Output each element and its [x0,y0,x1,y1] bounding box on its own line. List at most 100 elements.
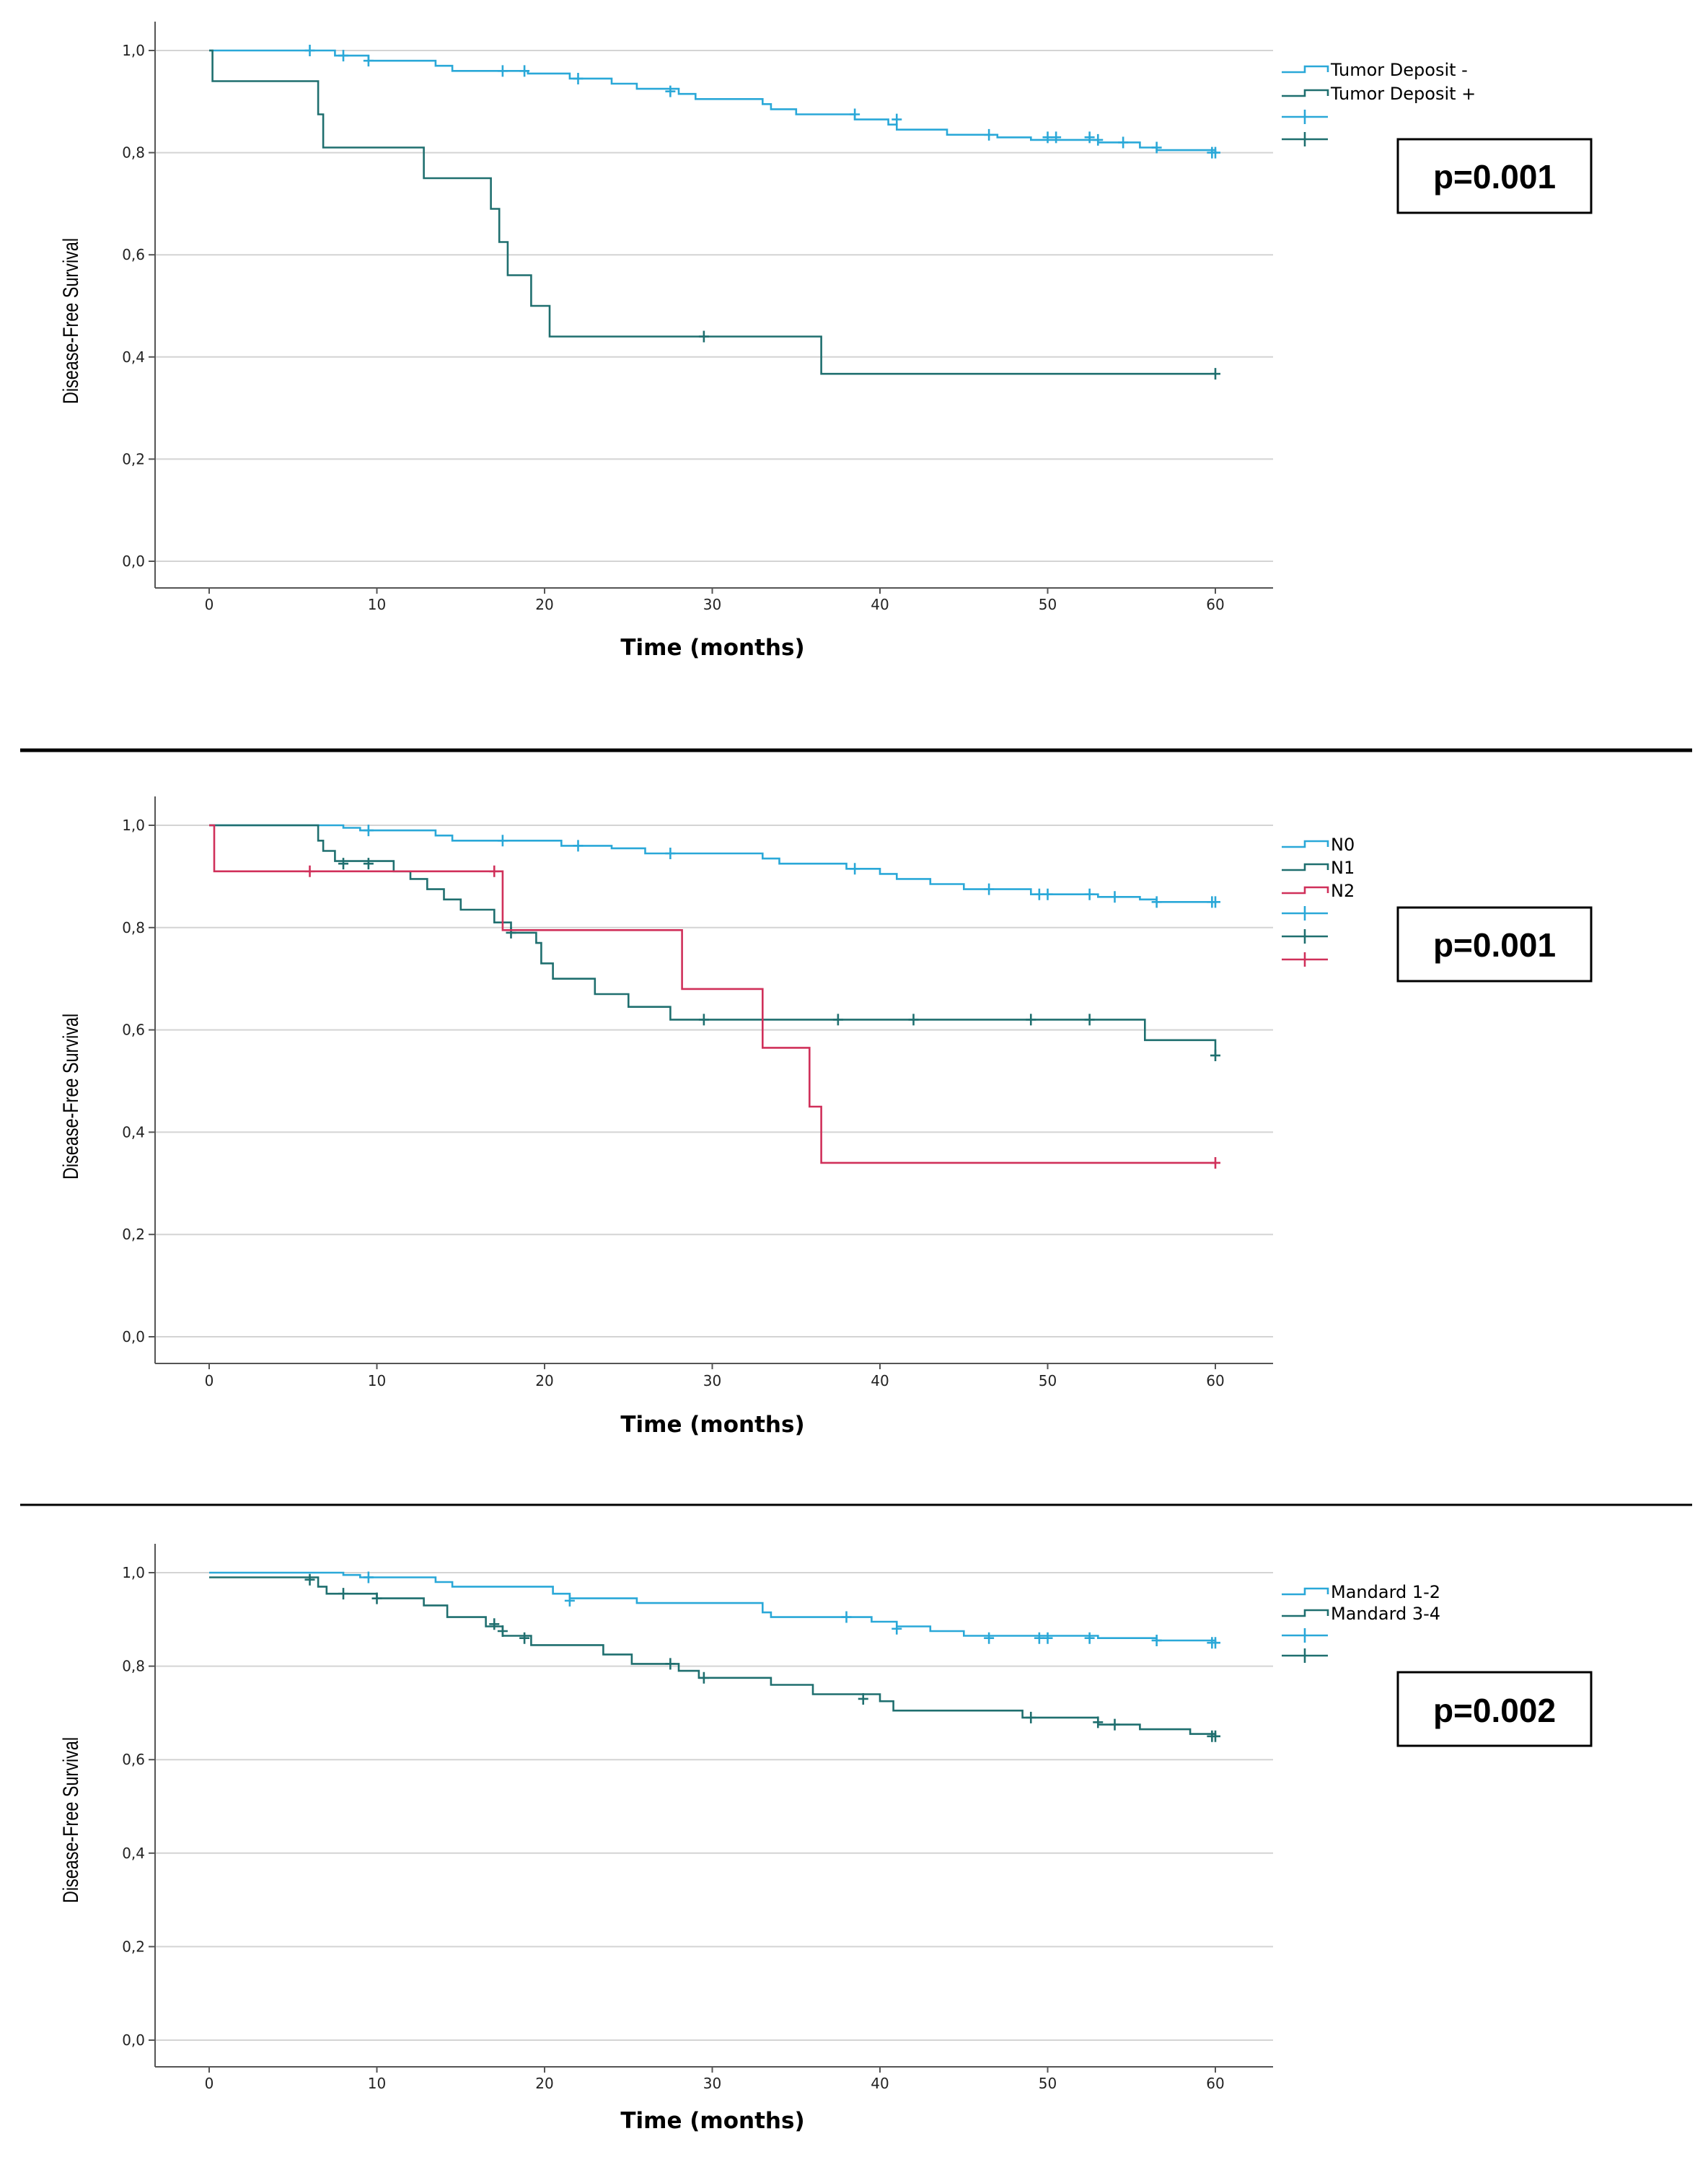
legend-censor-n0 [1282,906,1328,921]
series-line-mandard-1-2 [209,1571,1217,1643]
legend: Tumor Deposit - Tumor Deposit + [1282,60,1476,146]
censor-mark [338,858,348,870]
legend-symbol-n2 [1282,886,1329,895]
p-value: p=0.002 [1433,1692,1556,1729]
legend-symbol-n0 [1282,840,1329,848]
censor-mark [1026,1711,1036,1723]
censor-mark [304,865,315,877]
x-tick-label: 20 [535,2075,553,2092]
y-tick-label: 0,4 [122,1123,145,1141]
legend-symbol-tumor-deposit-pos [1282,89,1329,97]
p-value-box: p=0.001 [1396,138,1593,214]
censor-mark [858,1692,868,1705]
legend-symbol-mandard-3-4 [1282,1609,1329,1617]
x-tick-label: 20 [535,596,553,613]
censor-mark [573,72,584,84]
legend-censor-tumor-deposit-pos [1282,132,1328,146]
censor-mark [1210,1637,1220,1649]
censor-mark [1051,131,1062,144]
x-tick-label: 0 [205,1372,214,1389]
censor-mark [363,1571,374,1583]
legend-label-tumor-deposit-neg: Tumor Deposit - [1330,60,1468,80]
y-tick-label: 0,8 [122,144,145,162]
legend-censor-n2 [1282,952,1328,967]
y-tick-label: 0,0 [122,1328,145,1345]
y-tick-label: 0,4 [122,1845,145,1862]
km-chart-tumor-deposit: 0,0 0,2 0,4 0,6 0,8 1,0 0 10 20 30 40 50 60 Time (mo… [58,22,1593,661]
censor-mark [1151,1634,1162,1646]
y-tick-label: 0,2 [122,1938,145,1955]
censor-mark [665,1658,676,1670]
x-tick-label: 60 [1206,596,1224,613]
x-axis-label: Time (months) [620,1412,804,1438]
x-tick-label: 50 [1039,596,1057,613]
x-axis-label: Time (months) [620,635,804,661]
censor-mark [363,825,374,837]
censor-mark [573,840,584,852]
censor-mark [1084,1632,1095,1644]
censor-mark [564,1594,575,1607]
x-tick-label: 50 [1039,1372,1057,1389]
censor-mark [497,1625,508,1637]
censor-mark [519,1632,530,1644]
legend-symbol-mandard-1-2 [1282,1587,1329,1596]
legend-label-n2: N2 [1331,881,1355,901]
legend-censor-mandard-1-2 [1282,1628,1328,1643]
censor-mark [984,128,995,141]
censor-mark [1084,1014,1095,1026]
x-tick-label: 0 [205,2075,214,2092]
censor-mark [304,45,315,56]
x-axis-label: Time (months) [620,2108,804,2134]
censor-mark [1210,146,1220,159]
x-tick-label: 40 [871,2075,889,2092]
series-line-n0 [209,824,1215,903]
censor-mark [1210,1050,1220,1062]
series-line-tumor-deposit-neg [209,49,1217,153]
censor-mark [371,1592,382,1604]
legend-symbol-tumor-deposit-neg [1282,65,1329,74]
censor-mark [832,1014,843,1026]
x-tick-label: 10 [368,1372,386,1389]
x-tick-label: 30 [703,1372,721,1389]
censor-mark [497,835,508,847]
censor-mark [1210,1156,1220,1169]
censor-mark [338,1588,348,1600]
censor-mark [892,113,902,126]
y-axis-label: Disease-Free Survival [58,238,82,404]
legend-label-n1: N1 [1331,858,1355,878]
x-tick-label: 40 [871,1372,889,1389]
censor-mark [363,858,374,870]
legend-label-mandard-1-2: Mandard 1-2 [1331,1582,1440,1602]
legend-censor-mandard-3-4 [1282,1648,1328,1663]
x-tick-label: 0 [205,596,214,613]
x-tick-label: 60 [1206,2075,1224,2092]
censor-mark [1084,131,1095,144]
censor-mark [363,55,374,67]
censor-mark [1093,1716,1104,1728]
censor-mark [497,65,508,77]
censor-mark [1084,888,1095,900]
censor-mark [665,847,676,859]
y-tick-label: 0,6 [122,1022,145,1039]
censor-mark [698,330,709,343]
censor-mark [698,1014,709,1026]
y-axis-label: Disease-Free Survival [58,1014,82,1179]
y-tick-label: 0,0 [122,2031,145,2049]
x-tick-label: 50 [1039,2075,1057,2092]
censor-mark [1042,888,1053,900]
censor-mark [506,926,516,939]
y-tick-label: 0,2 [122,450,145,467]
legend-label-tumor-deposit-pos: Tumor Deposit + [1330,84,1476,104]
censor-mark [850,863,860,875]
censor-mark [984,883,995,895]
censor-mark [841,1611,852,1623]
censor-mark [338,50,348,62]
censor-mark [850,108,860,120]
x-tick-label: 30 [703,2075,721,2092]
censor-mark [489,1618,500,1630]
y-tick-label: 1,0 [122,42,145,59]
y-tick-label: 0,2 [122,1226,145,1243]
p-value-box: p=0.002 [1396,1671,1593,1747]
x-tick-label: 10 [368,2075,386,2092]
